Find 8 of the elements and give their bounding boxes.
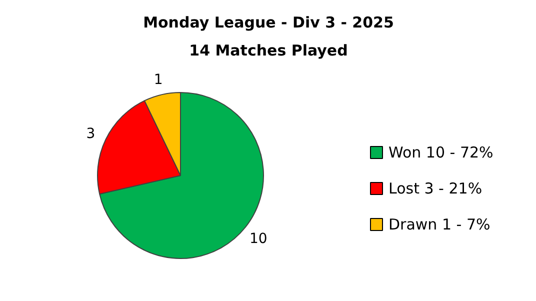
legend-label: Lost 3 - 21% [388,180,482,198]
chart-subtitle: 14 Matches Played [189,42,348,60]
data-label: 3 [86,126,96,142]
legend-label: Won 10 - 72% [388,144,494,162]
chart-title: Monday League - Div 3 - 2025 [143,14,394,32]
legend-label: Drawn 1 - 7% [388,216,490,234]
data-label: 10 [249,231,268,248]
data-label: 1 [154,72,163,88]
